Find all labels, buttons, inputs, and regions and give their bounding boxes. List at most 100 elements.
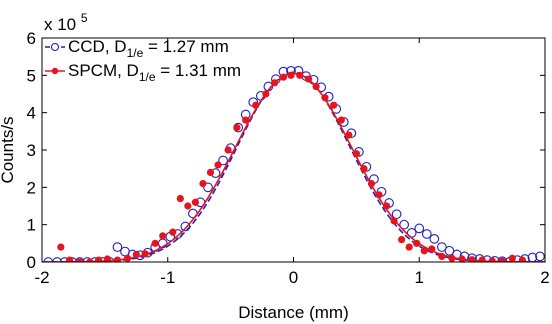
series-2-point [478, 256, 486, 262]
legend-label-value: = 1.27 mm [143, 37, 229, 56]
series-2-point [390, 217, 398, 225]
series-2-point [279, 73, 288, 81]
series-2-point [488, 257, 496, 262]
series-2-point [458, 255, 466, 262]
series-2-point [151, 239, 159, 247]
legend-label-2: SPCM, D1/e = 1.31 mm [68, 61, 241, 84]
series-2-point [233, 124, 241, 132]
series-2-point [206, 168, 215, 176]
series-1-point [467, 253, 477, 262]
series-2-point [352, 150, 360, 158]
exponent-power: 5 [81, 11, 88, 25]
series-2-point [413, 239, 421, 247]
series-2-point [66, 256, 74, 262]
series-1-point [59, 257, 70, 262]
series-1-point [74, 257, 85, 262]
series-2-point [375, 191, 383, 199]
legend-label-text: SPCM, D [68, 61, 139, 80]
series-1-point [97, 257, 108, 262]
series-2-point [296, 71, 304, 79]
series-2-point [214, 161, 222, 169]
x-tick-label: 1 [415, 268, 424, 287]
series-2-point [169, 228, 177, 236]
legend-label-value: = 1.31 mm [156, 61, 242, 80]
series-2-point [345, 131, 353, 139]
series-1-point [535, 251, 545, 262]
series-2-point [141, 250, 149, 258]
legend-label-1: CCD, D1/e = 1.27 mm [68, 37, 229, 60]
exponent-base: x 10 [44, 15, 76, 34]
series-2-point [184, 202, 192, 210]
x-tick-label: -2 [34, 268, 49, 287]
series-2-point [498, 257, 506, 262]
series-2 [42, 71, 545, 262]
y-tick-label: 2 [27, 178, 36, 197]
series-1-point [399, 219, 410, 230]
x-axis-label: Distance (mm) [238, 303, 349, 322]
legend-label-subscript: 1/e [127, 46, 144, 60]
series-2-point [304, 75, 313, 83]
y-tick-label: 6 [27, 29, 36, 48]
series-1-point [52, 257, 62, 262]
series-2-point [86, 258, 94, 262]
series-2-point [252, 101, 260, 109]
series-2-point [103, 255, 111, 262]
series-1-point [218, 155, 228, 166]
series-2-point [428, 245, 436, 253]
series-1-point [429, 234, 440, 244]
series-layer [42, 65, 545, 262]
series-2-point [448, 254, 456, 262]
series-2-point [94, 256, 103, 262]
series-2-point [367, 180, 376, 188]
series-2-point [271, 79, 279, 87]
series-1-point [444, 245, 455, 256]
series-2-point [398, 236, 406, 244]
legend-marker-1 [50, 42, 60, 52]
series-2-point [76, 258, 84, 262]
series-1-point [203, 182, 213, 193]
series-2-point [468, 256, 476, 262]
series-2-point [321, 94, 329, 102]
y-tick-label: 1 [27, 216, 36, 235]
y-axis-exponent-label: x 10 5 [44, 11, 88, 34]
axes-layer: -2 -1 0 1 2 0 1 2 3 4 5 6 [27, 29, 550, 287]
series-2-point [262, 90, 270, 98]
series-1-point [421, 229, 432, 239]
x-tick-label: 2 [540, 268, 549, 287]
y-tick-label: 3 [27, 141, 36, 160]
series-1-point [112, 242, 123, 252]
series-2-point [123, 254, 132, 262]
series-1-point [82, 257, 93, 262]
series-2-point [224, 146, 232, 154]
legend-marker-2 [51, 67, 59, 75]
x-tick-label: -1 [160, 268, 175, 287]
series-2-point [242, 116, 250, 124]
y-axis-label: Counts/s [0, 116, 17, 183]
series-1-point [180, 221, 191, 232]
y-tick-label: 0 [27, 253, 36, 272]
y-tick-label: 4 [27, 104, 36, 123]
series-2-point [337, 116, 345, 124]
series-2-point [360, 165, 368, 173]
series-2-point [113, 256, 122, 262]
series-2-point [382, 202, 391, 210]
x-tick-label: 0 [289, 268, 298, 287]
legend-label-text: CCD, D [68, 37, 127, 56]
series-2-point [199, 180, 207, 188]
series-2-point [57, 243, 65, 251]
series-2-point [508, 254, 516, 262]
series-2-point [438, 252, 446, 260]
series-2-point [191, 198, 200, 206]
series-1-point [89, 257, 100, 262]
series-2-point [287, 71, 295, 79]
series-1-point [414, 223, 425, 234]
y-tick-label: 5 [27, 66, 36, 85]
series-1-point [43, 257, 54, 262]
series-2-point [159, 232, 167, 240]
series-1-point [437, 242, 447, 252]
series-2-point [420, 247, 428, 255]
series-2-point [330, 101, 338, 109]
